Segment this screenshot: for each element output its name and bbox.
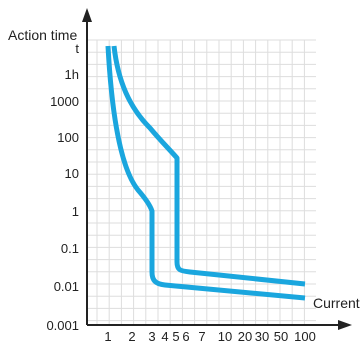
y-axis-title: Action time (8, 27, 77, 43)
x-tick-label: 2 (128, 329, 135, 342)
x-tick-label: 5 (172, 329, 179, 342)
y-tick-label: 10 (65, 166, 79, 181)
y-tick-labels: t 1h 1000 100 10 1 0.1 0.01 0.001 (46, 41, 79, 333)
series-line-lower (105, 45, 306, 301)
x-tick-label: 20 (238, 329, 252, 342)
x-tick-label: 100 (294, 329, 316, 342)
x-tick-label: 50 (274, 329, 288, 342)
y-axis-arrow (82, 8, 92, 22)
x-tick-labels: 1 2 3 4 5 6 7 10 20 30 50 100 (104, 329, 315, 342)
x-axis-arrow (338, 320, 352, 330)
series-group (105, 45, 306, 301)
series-line-upper (111, 45, 306, 287)
x-tick-label: 10 (218, 329, 232, 342)
x-tick-label: 1 (104, 329, 111, 342)
x-tick-label: 4 (161, 329, 168, 342)
x-tick-label: 3 (148, 329, 155, 342)
y-tick-label: 1h (65, 67, 79, 82)
y-tick-label: t (75, 41, 79, 56)
x-tick-label: 7 (198, 329, 205, 342)
y-tick-label: 0.1 (61, 241, 79, 256)
y-tick-label: 1 (72, 204, 79, 219)
y-tick-label: 100 (57, 130, 79, 145)
x-tick-label: 6 (182, 329, 189, 342)
x-tick-label: 30 (255, 329, 269, 342)
x-axis-title: Current (313, 295, 360, 311)
axes (82, 8, 352, 330)
y-tick-label: 0.001 (46, 318, 79, 333)
y-tick-label: 0.01 (54, 279, 79, 294)
y-tick-label: 1000 (50, 94, 79, 109)
